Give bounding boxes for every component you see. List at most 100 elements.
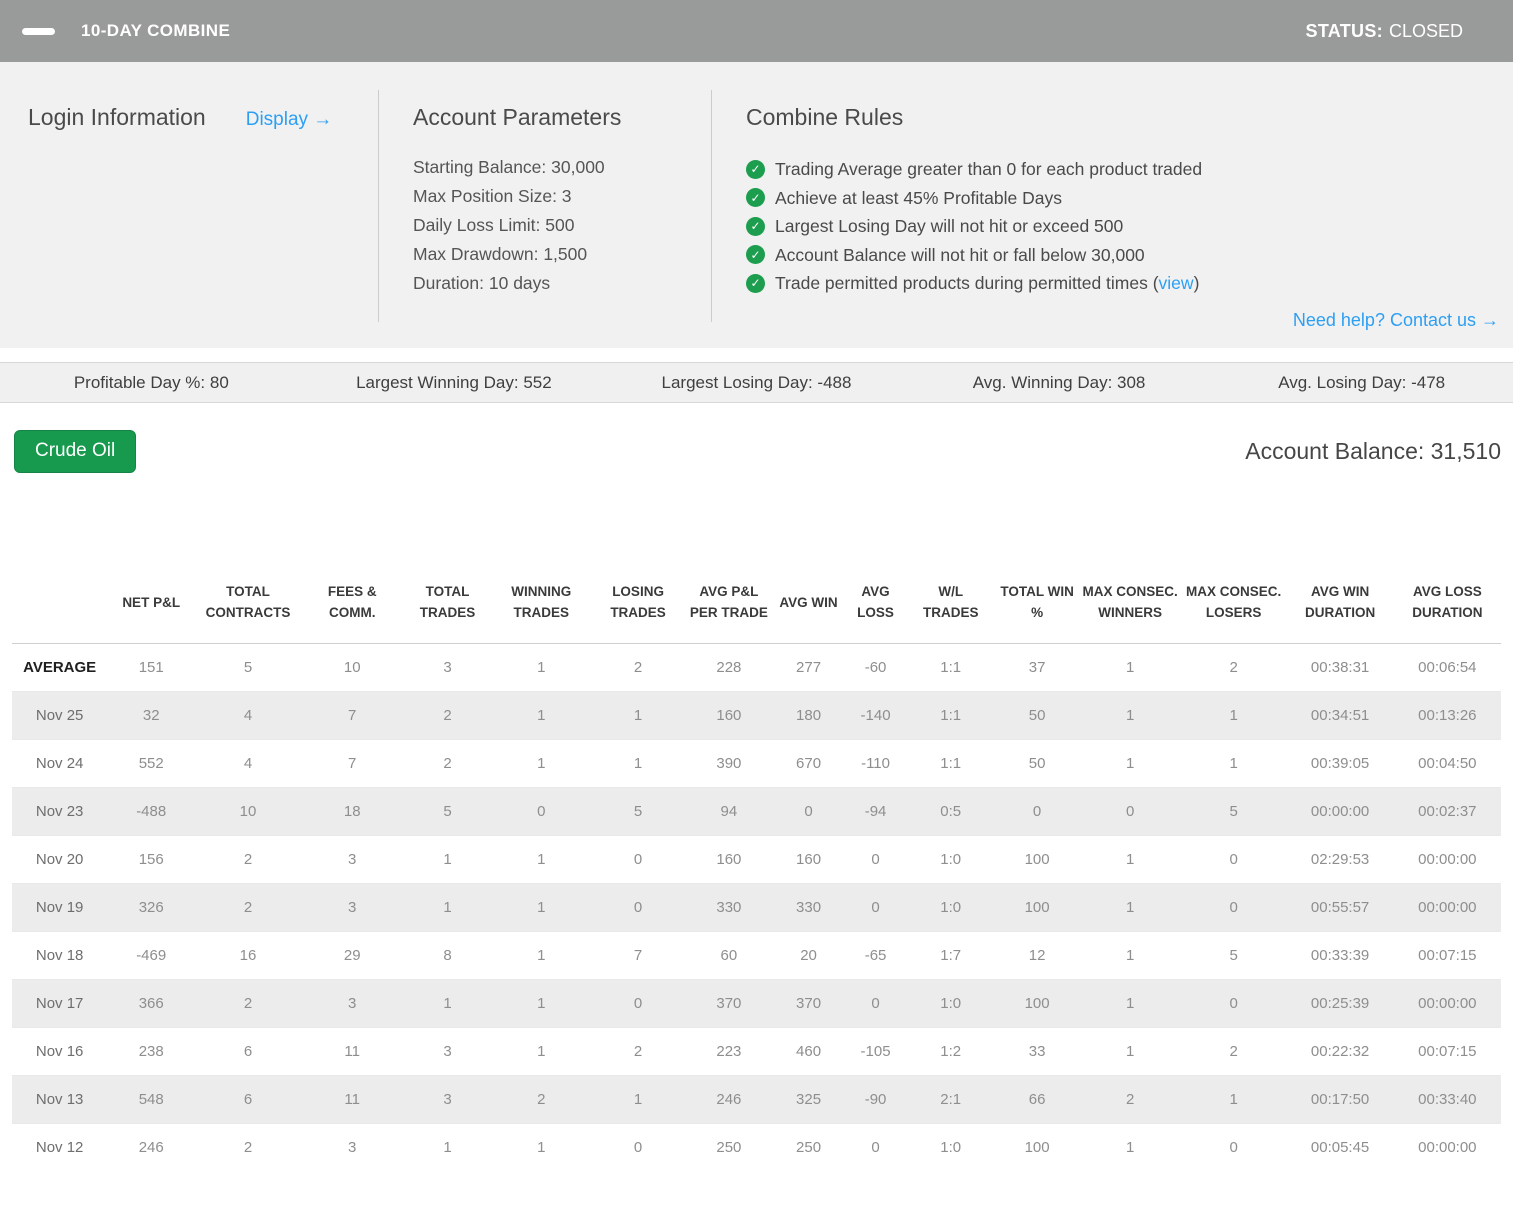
table-cell: 330	[716, 899, 742, 916]
table-cell: 552	[138, 755, 164, 772]
column-header: FEES & COMM.	[300, 561, 404, 644]
table-cell: 238	[138, 1043, 164, 1060]
column-header: LOSING TRADES	[591, 561, 685, 644]
table-cell: 6	[243, 1043, 253, 1060]
combine-rules-list: Trading Average greater than 0 for each …	[746, 155, 1499, 298]
table-cell: 0	[871, 1139, 880, 1157]
table-cell: 66	[1028, 1091, 1046, 1108]
rule-item: Largest Losing Day will not hit or excee…	[746, 212, 1499, 241]
table-cell: 2	[633, 659, 643, 676]
table-cell: 2:1	[940, 1091, 962, 1108]
table-cell: 8	[443, 947, 452, 964]
table-cell: 1	[537, 947, 546, 964]
table-cell: 1	[443, 899, 452, 916]
table-cell: 10	[343, 659, 361, 676]
table-cell: 2	[1125, 1091, 1135, 1108]
table-cell: 2	[243, 1139, 253, 1157]
table-cell: 2	[443, 755, 452, 772]
table-cell: -488	[136, 803, 167, 820]
table-cell: 670	[796, 755, 822, 772]
table-cell: 4	[243, 707, 253, 724]
table-cell: 1	[1125, 755, 1135, 772]
table-row: Nov 18 -469 16 29 8 1 7 60 20 -65 1:7 12 1 5 00:33:39 0…	[12, 931, 1501, 980]
table-cell: 16	[239, 947, 257, 964]
table-cell: 1	[537, 1139, 546, 1157]
summary-stats-bar: Profitable Day %: 80 Largest Winning Day…	[0, 362, 1513, 403]
check-icon	[746, 245, 765, 265]
table-cell: 0	[1229, 851, 1238, 868]
table-cell: 3	[348, 851, 357, 868]
table-cell: 100	[1024, 1139, 1050, 1157]
table-cell: 366	[138, 995, 164, 1012]
contact-us-link[interactable]: Need help? Contact us →	[1292, 309, 1499, 330]
table-cell: 0	[1032, 803, 1042, 820]
table-cell: 2	[243, 851, 253, 868]
table-cell: 390	[716, 755, 742, 772]
view-link[interactable]: view	[1158, 273, 1194, 293]
table-row: Nov 16 238 6 11 3 1 2 223 460 -105 1:2 33 1 2 00:22:32…	[12, 1027, 1501, 1076]
combine-rules-section: Combine Rules Trading Average greater th…	[712, 90, 1513, 348]
table-cell: 1	[443, 995, 452, 1012]
table-cell: 1	[1125, 707, 1135, 724]
table-cell: 1	[633, 1091, 643, 1108]
collapse-minus-icon[interactable]	[22, 27, 55, 35]
table-cell: 1	[537, 659, 546, 676]
table-cell: 1	[1229, 755, 1238, 772]
table-cell: 1	[1125, 995, 1135, 1012]
column-header: TOTAL TRADES	[403, 561, 492, 644]
table-cell: 5	[1229, 947, 1238, 964]
parameter-line: Duration: 10 days	[413, 273, 551, 293]
row-label: AVERAGE	[23, 659, 97, 676]
column-header: MAX CONSEC. LOSERS	[1180, 561, 1287, 644]
row-label: Nov 23	[35, 803, 84, 820]
check-icon	[746, 159, 765, 179]
table-cell: 6	[243, 1091, 253, 1108]
row-label: Nov 25	[35, 707, 84, 724]
stat-avg-winning-day: Avg. Winning Day: 308	[972, 372, 1146, 392]
table-cell: 1:0	[940, 1139, 962, 1157]
parameter-line: Daily Loss Limit: 500	[413, 215, 575, 235]
table-cell: 00:00:00	[1418, 851, 1477, 868]
table-cell: -469	[136, 947, 167, 964]
table-cell: 1	[1229, 707, 1238, 724]
account-row: Crude Oil Account Balance: 31,510	[14, 430, 1501, 473]
table-cell: 00:34:51	[1310, 707, 1370, 724]
account-parameters-section: Account Parameters Starting Balance: 30,…	[379, 90, 711, 348]
table-cell: 0	[871, 899, 880, 916]
stat-largest-losing-day: Largest Losing Day: -488	[661, 372, 852, 392]
table-cell: 1:1	[940, 755, 962, 772]
table-cell: 0	[633, 1139, 643, 1157]
table-body: AVERAGE 151 5 10 3 1 2 228 277 -60 1:1 37 1 2 00:38:31…	[12, 644, 1501, 1172]
row-label: Nov 16	[35, 1043, 84, 1060]
table-cell: 3	[348, 1139, 357, 1157]
table-cell: 00:05:45	[1310, 1139, 1370, 1157]
table-cell: -110	[861, 755, 890, 772]
table-cell: 2	[243, 995, 253, 1012]
table-cell: 325	[796, 1091, 822, 1108]
table-cell: 00:00:00	[1418, 1139, 1477, 1157]
info-panel: Login Information Display → Account Para…	[0, 62, 1513, 348]
table-cell: -60	[864, 659, 887, 676]
crude-oil-tab-button[interactable]: Crude Oil	[14, 430, 137, 473]
display-link[interactable]: Display →	[245, 109, 333, 130]
table-cell: 02:29:53	[1310, 851, 1370, 868]
table-cell: 1	[1125, 1043, 1135, 1060]
row-label: Nov 17	[35, 995, 84, 1012]
column-header: AVG LOSS	[844, 561, 907, 644]
table-cell: 1:7	[940, 947, 962, 964]
check-icon	[746, 273, 765, 293]
row-label: Nov 18	[35, 947, 84, 964]
table-cell: 0	[537, 803, 546, 820]
table-cell: 1:2	[940, 1043, 962, 1060]
table-cell: 7	[348, 755, 357, 772]
account-parameters-list: Starting Balance: 30,000 Max Position Si…	[413, 153, 711, 298]
table-cell: 00:55:57	[1310, 899, 1370, 916]
column-header: NET P&L	[107, 561, 196, 644]
table-cell: 250	[716, 1139, 742, 1157]
table-cell: 0	[633, 851, 643, 868]
table-cell: 5	[443, 803, 452, 820]
column-header: W/L TRADES	[906, 561, 995, 644]
row-label: Nov 13	[35, 1091, 84, 1108]
table-cell: 5	[1229, 803, 1238, 820]
table-cell: 0	[633, 899, 643, 916]
